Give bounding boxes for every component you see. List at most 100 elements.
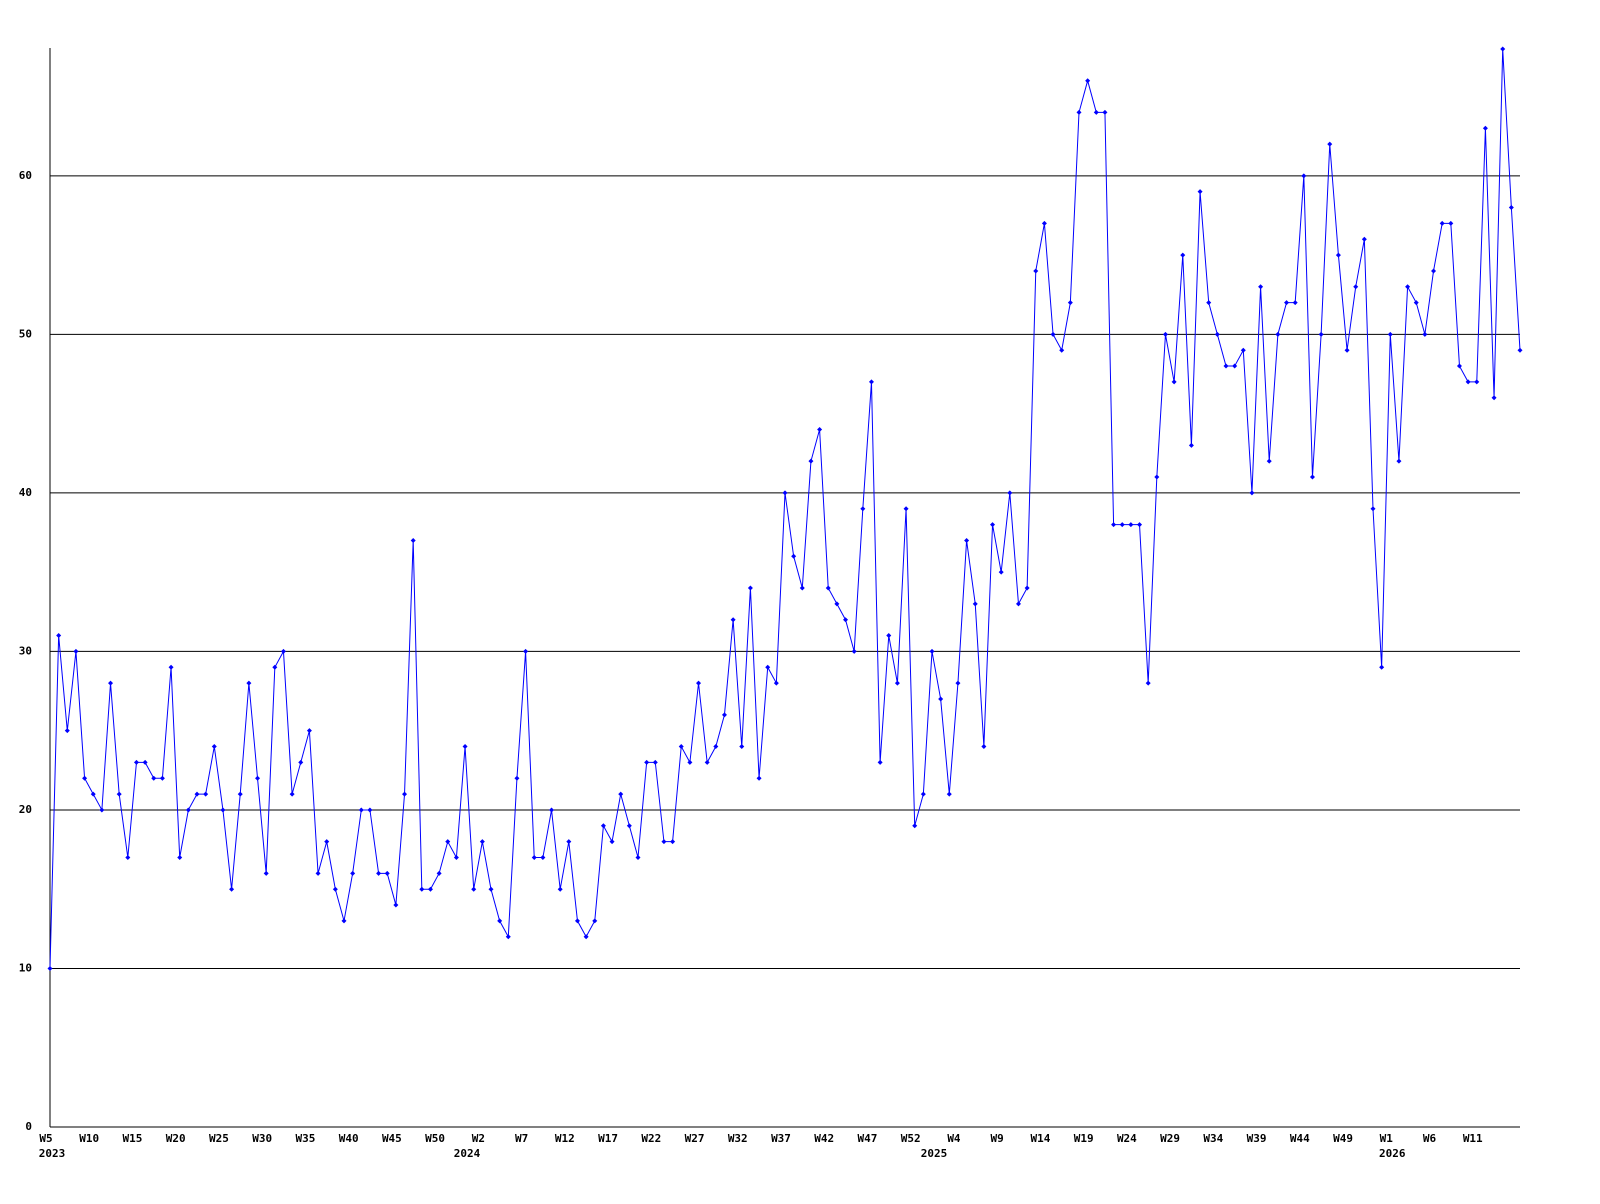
- x-tick-label: W10: [79, 1132, 99, 1145]
- x-tick-label: W11: [1463, 1132, 1483, 1145]
- point-marker: [903, 506, 909, 512]
- point-marker: [1050, 331, 1056, 337]
- point-marker: [1232, 363, 1238, 369]
- point-marker: [799, 585, 805, 591]
- x-tick-label: W15: [123, 1132, 143, 1145]
- point-marker: [263, 870, 269, 876]
- point-marker: [229, 886, 235, 892]
- point-marker: [1197, 189, 1203, 195]
- point-marker: [82, 775, 88, 781]
- point-marker: [1214, 331, 1220, 337]
- point-marker: [436, 870, 442, 876]
- point-marker: [1456, 363, 1462, 369]
- point-marker: [203, 791, 209, 797]
- point-marker: [912, 823, 918, 829]
- point-marker: [1275, 331, 1281, 337]
- point-marker: [47, 965, 53, 971]
- point-marker: [1223, 363, 1229, 369]
- point-marker: [894, 680, 900, 686]
- point-marker: [678, 744, 684, 750]
- x-tick-label: W17: [598, 1132, 618, 1145]
- point-marker: [592, 918, 598, 924]
- point-marker: [367, 807, 373, 813]
- point-marker: [566, 839, 572, 845]
- point-marker: [1482, 125, 1488, 131]
- x-tick-label: W4: [947, 1132, 961, 1145]
- point-marker: [1154, 474, 1160, 480]
- point-marker: [843, 617, 849, 623]
- x-tick-label: W32: [728, 1132, 748, 1145]
- point-marker: [393, 902, 399, 908]
- point-marker: [972, 601, 978, 607]
- x-tick-label: W52: [901, 1132, 921, 1145]
- point-marker: [445, 839, 451, 845]
- point-marker: [1162, 331, 1168, 337]
- point-marker: [626, 823, 632, 829]
- point-marker: [1508, 205, 1514, 211]
- point-marker: [1128, 522, 1134, 528]
- point-marker: [1517, 347, 1523, 353]
- point-marker: [1448, 220, 1454, 226]
- x-tick-label: W50: [425, 1132, 445, 1145]
- point-marker: [1387, 331, 1393, 337]
- x-year-label: 2026: [1379, 1147, 1406, 1160]
- point-marker: [1093, 109, 1099, 115]
- point-marker: [341, 918, 347, 924]
- y-tick-label: 40: [19, 486, 32, 499]
- x-tick-label: W14: [1030, 1132, 1050, 1145]
- point-marker: [635, 855, 641, 860]
- point-marker: [384, 870, 390, 876]
- point-marker: [194, 791, 200, 797]
- point-marker: [1301, 173, 1307, 179]
- x-tick-label: W5: [39, 1132, 52, 1145]
- point-marker: [929, 648, 935, 654]
- point-marker: [1413, 300, 1419, 306]
- x-tick-label: W1: [1380, 1132, 1394, 1145]
- point-marker: [1284, 300, 1290, 306]
- point-marker: [402, 791, 408, 797]
- point-marker: [1249, 490, 1255, 496]
- point-marker: [1076, 109, 1082, 115]
- point-marker: [99, 807, 105, 813]
- point-marker: [886, 633, 892, 639]
- x-tick-label: W12: [555, 1132, 575, 1145]
- x-tick-label: W7: [515, 1132, 528, 1145]
- point-marker: [696, 680, 702, 686]
- point-marker: [410, 537, 416, 543]
- point-marker: [652, 759, 658, 765]
- point-marker: [505, 934, 511, 940]
- point-marker: [350, 870, 356, 876]
- point-marker: [730, 617, 736, 623]
- point-marker: [1067, 300, 1073, 306]
- point-marker: [125, 855, 131, 860]
- point-marker: [376, 870, 382, 876]
- point-marker: [1188, 442, 1194, 448]
- point-marker: [177, 855, 183, 860]
- x-tick-label: W39: [1247, 1132, 1267, 1145]
- point-marker: [1396, 458, 1402, 464]
- point-marker: [1491, 395, 1497, 401]
- x-tick-label: W24: [1117, 1132, 1137, 1145]
- point-marker: [315, 870, 321, 876]
- point-marker: [1206, 300, 1212, 306]
- x-tick-label: W25: [209, 1132, 229, 1145]
- x-tick-label: W35: [295, 1132, 315, 1145]
- point-marker: [358, 807, 364, 813]
- point-marker: [488, 886, 494, 892]
- point-marker: [272, 664, 278, 670]
- point-marker: [116, 791, 122, 797]
- point-marker: [618, 791, 624, 797]
- point-marker: [1180, 252, 1186, 258]
- point-marker: [255, 775, 261, 781]
- point-marker: [332, 886, 338, 892]
- point-marker: [419, 886, 425, 892]
- point-marker: [1033, 268, 1039, 274]
- point-marker: [782, 490, 788, 496]
- point-marker: [1379, 664, 1385, 670]
- point-marker: [1258, 284, 1264, 290]
- x-tick-label: W47: [858, 1132, 878, 1145]
- point-marker: [1327, 141, 1333, 147]
- point-marker: [1041, 220, 1047, 226]
- point-marker: [557, 886, 563, 892]
- point-marker: [1422, 331, 1428, 337]
